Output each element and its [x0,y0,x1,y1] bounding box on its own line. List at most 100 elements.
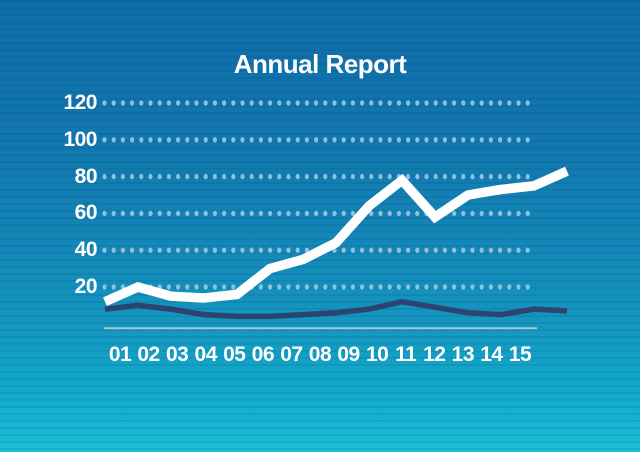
grid-dot [222,100,227,106]
grid-dot [295,284,300,290]
grid-dot [470,247,475,253]
grid-dot [166,284,171,290]
grid-dot [396,247,401,253]
grid-dot [332,173,337,180]
grid-dot [295,247,300,253]
grid-dot [240,173,245,180]
grid-dot [304,137,309,143]
grid-dot [258,137,263,143]
grid-dot [295,173,300,180]
grid-dot [406,284,411,290]
grid-dot [507,100,512,106]
grid-dot [148,173,153,180]
grid-dot [516,284,521,290]
grid-dot [102,137,107,143]
grid-dot [341,173,346,180]
grid-dot [396,137,401,143]
grid-dot [212,210,217,217]
grid-dot [120,173,125,180]
grid-dot [176,247,181,253]
grid-dot [212,247,217,253]
grid-dot [387,137,392,143]
grid-dot [360,247,365,253]
grid-dot [488,137,493,143]
grid-dot [516,210,521,217]
grid-dot [378,100,383,106]
grid-dot [341,247,346,253]
grid-dot [185,137,190,143]
grid-dot [341,137,346,143]
grid-dot [176,210,181,217]
grid-dot [516,100,521,106]
grid-dot [166,247,171,253]
grid-dot [304,284,309,290]
grid-dot [525,173,530,180]
grid-dot [166,210,171,217]
grid-dot [479,210,484,217]
grid-dot [130,137,135,143]
grid-dot [387,173,392,180]
grid-dot [369,247,374,253]
grid-dot [488,247,493,253]
grid-dot [176,137,181,143]
grid-dot [415,137,420,143]
grid-dot [516,173,521,180]
grid-dot [507,284,512,290]
grid-dot [231,210,236,217]
grid-dot [222,247,227,253]
grid-dot [415,210,420,217]
grid-dot [258,100,263,106]
grid-dot [378,173,383,180]
grid-dot [268,284,273,290]
x-axis-tick-label: 08 [308,343,332,366]
grid-dot [286,137,291,143]
grid-dot [268,247,273,253]
x-axis-tick-label: 14 [480,343,503,366]
grid-dot [268,173,273,180]
grid-dot [102,100,107,106]
grid-dot [249,100,254,106]
grid-dot [360,284,365,290]
grid-dot [111,137,116,143]
grid-dot [212,173,217,180]
grid-dot [157,247,162,253]
y-axis-tick-label: 80 [74,164,98,188]
grid-dot [378,137,383,143]
grid-dot [166,173,171,180]
grid-dot [258,173,263,180]
grid-dot [516,137,521,143]
grid-dot [452,284,457,290]
grid-dot [350,100,355,106]
grid-dot [258,210,263,217]
grid-dot [332,284,337,290]
grid-dot [378,247,383,253]
grid-dot [157,173,162,180]
grid-dot [148,210,153,217]
grid-dot [277,173,282,180]
grid-dot [231,100,236,106]
x-axis-tick-label: 02 [137,343,160,366]
grid-dot [488,100,493,106]
grid-dot [424,284,429,290]
grid-dot [203,100,208,106]
x-axis-tick-label: 07 [280,343,303,366]
grid-dot [470,137,475,143]
grid-dot [102,247,107,253]
grid-dot [130,210,135,217]
grid-dot [332,137,337,143]
grid-dot [295,137,300,143]
grid-dot [378,284,383,290]
grid-dot [516,247,521,253]
grid-dot [222,210,227,217]
grid-dot [525,210,530,217]
grid-dot [369,173,374,180]
grid-dot [111,247,116,253]
grid-dot [249,137,254,143]
grid-dot [203,137,208,143]
grid-dot [185,210,190,217]
grid-dot [360,137,365,143]
grid-dot [139,247,144,253]
grid-dot [240,247,245,253]
y-axis-tick-label: 120 [63,91,97,114]
